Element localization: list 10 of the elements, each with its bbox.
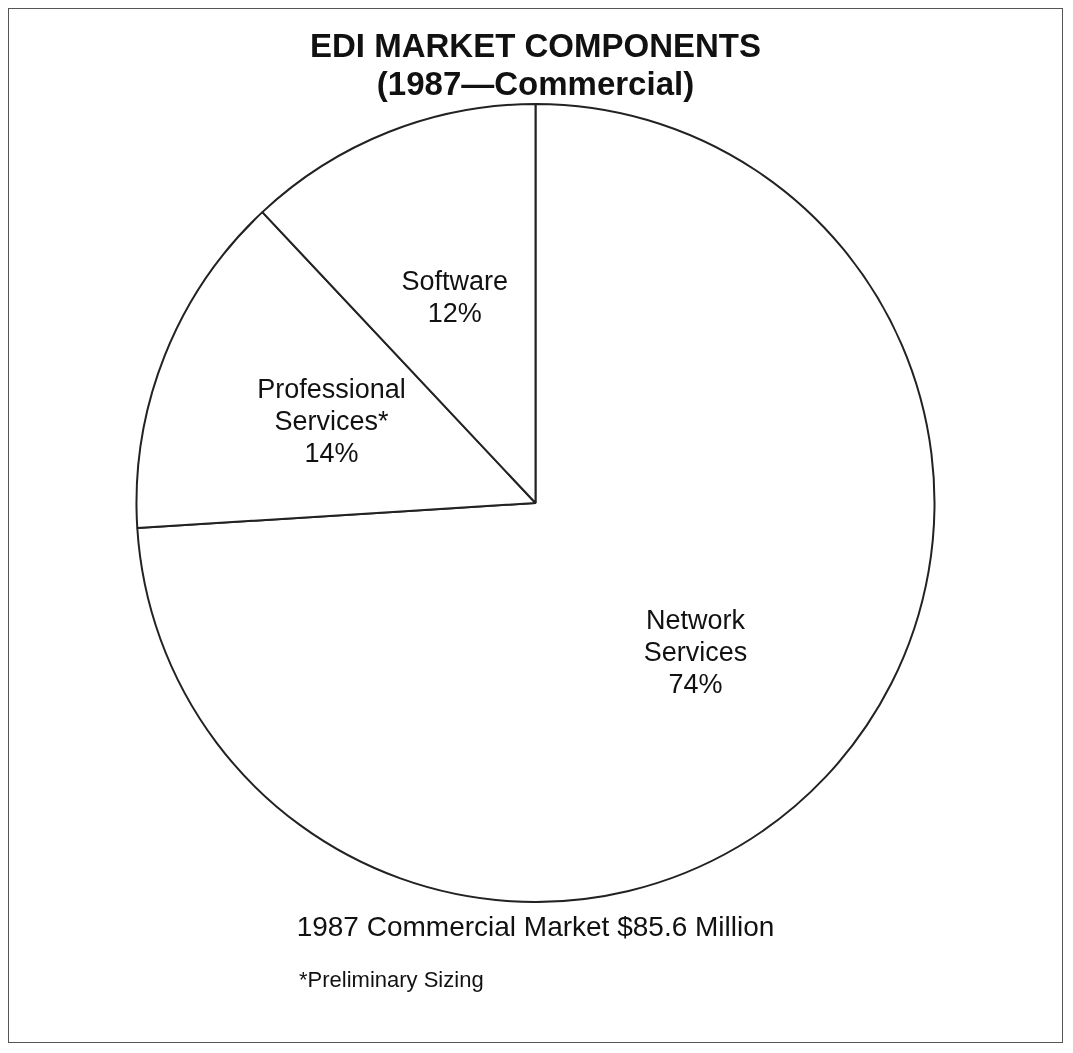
chart-subtitle: (1987—Commercial) <box>375 65 696 103</box>
slice-label: Software <box>401 266 508 297</box>
data-label: 12% <box>427 298 482 329</box>
text: 1987 Commercial Market $85.6 Million <box>295 911 776 943</box>
slice-label: Professional Services* <box>257 373 406 436</box>
text: *Preliminary Sizing <box>299 967 485 993</box>
chart-title: EDI MARKET COMPONENTS <box>309 27 762 65</box>
slice-label: Network Services <box>643 604 748 667</box>
data-label: 14% <box>304 437 359 468</box>
data-label: 74% <box>668 668 723 699</box>
